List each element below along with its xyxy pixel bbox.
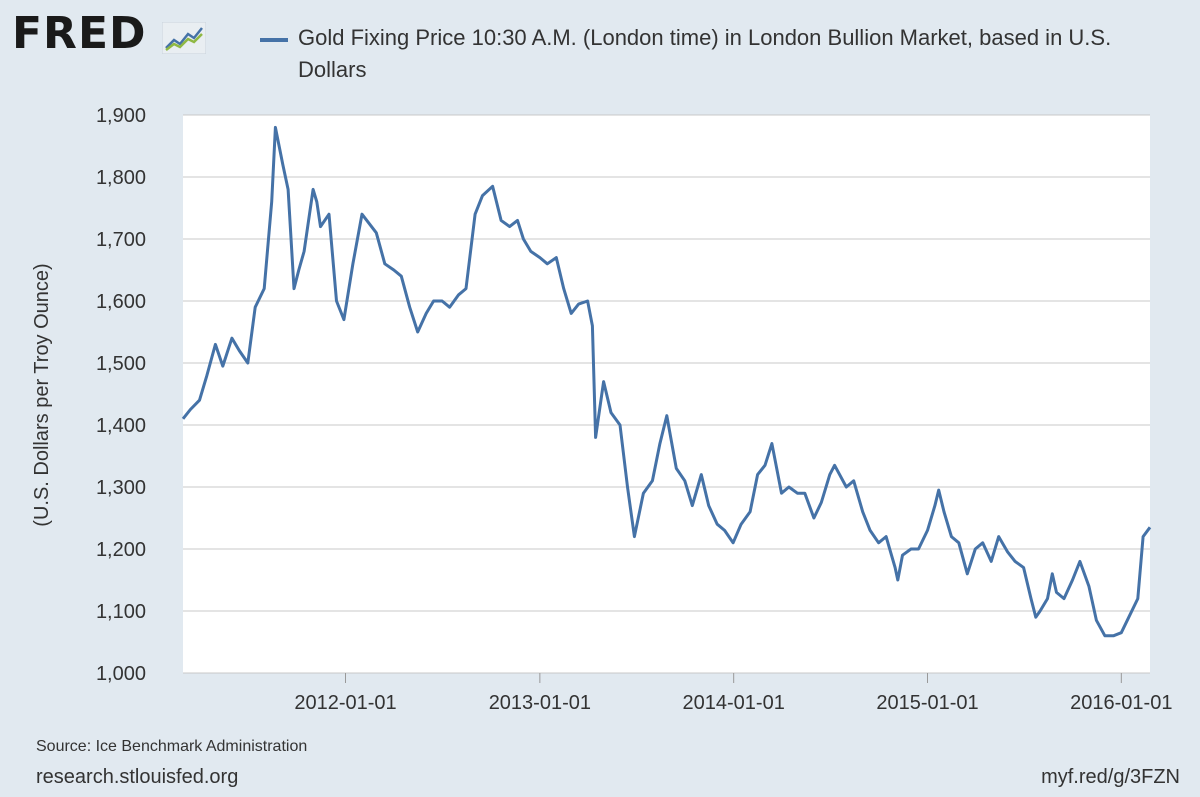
x-tick-label: 2016-01-01 <box>1070 692 1172 714</box>
y-tick-label: 1,500 <box>96 353 146 375</box>
y-tick-label: 1,800 <box>96 167 146 189</box>
fred-logo-graph-icon <box>162 22 206 54</box>
x-tick-label: 2015-01-01 <box>876 692 978 714</box>
chart-header: FRED Gold Fixing Price 10:30 A.M. (Londo… <box>0 0 1200 100</box>
y-axis-ticks: 1,000 1,100 1,200 1,300 1,400 1,500 1,600 1,700… <box>96 105 146 685</box>
legend-label: Gold Fixing Price 10:30 A.M. (London tim… <box>298 25 1112 82</box>
y-tick-label: 1,600 <box>96 291 146 313</box>
y-tick-label: 1,700 <box>96 229 146 251</box>
y-axis-label: (U.S. Dollars per Troy Ounce) <box>31 263 53 526</box>
y-tick-label: 1,900 <box>96 105 146 127</box>
legend-swatch <box>260 38 288 42</box>
x-tick-label: 2012-01-01 <box>294 692 396 714</box>
fred-logo: FRED <box>12 8 147 59</box>
x-tick-label: 2013-01-01 <box>489 692 591 714</box>
source-note: Source: Ice Benchmark Administration <box>36 738 308 755</box>
y-tick-label: 1,100 <box>96 601 146 623</box>
plot-area <box>183 115 1150 673</box>
x-axis-ticks: 2012-01-01 2013-01-01 2014-01-01 2015-01-01… <box>294 673 1172 714</box>
grid-lines <box>183 114 1150 674</box>
y-tick-label: 1,000 <box>96 663 146 685</box>
short-url-link[interactable]: myf.red/g/3FZN <box>1041 766 1180 788</box>
site-link[interactable]: research.stlouisfed.org <box>36 766 239 788</box>
y-tick-label: 1,200 <box>96 539 146 561</box>
y-tick-label: 1,300 <box>96 477 146 499</box>
series-line-gold-price <box>181 125 1152 638</box>
y-tick-label: 1,400 <box>96 415 146 437</box>
x-tick-label: 2014-01-01 <box>683 692 785 714</box>
